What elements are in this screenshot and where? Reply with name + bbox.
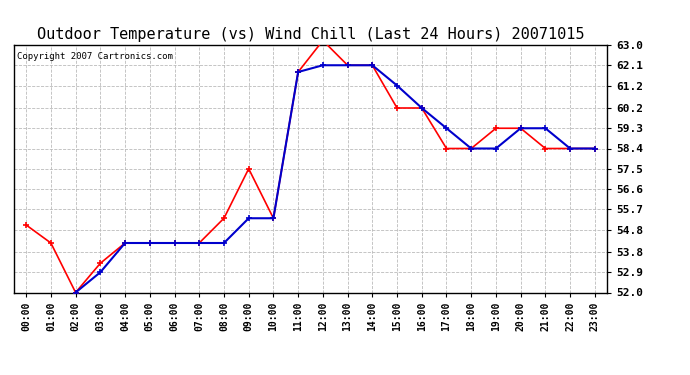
Text: Copyright 2007 Cartronics.com: Copyright 2007 Cartronics.com	[17, 53, 172, 62]
Title: Outdoor Temperature (vs) Wind Chill (Last 24 Hours) 20071015: Outdoor Temperature (vs) Wind Chill (Las…	[37, 27, 584, 42]
